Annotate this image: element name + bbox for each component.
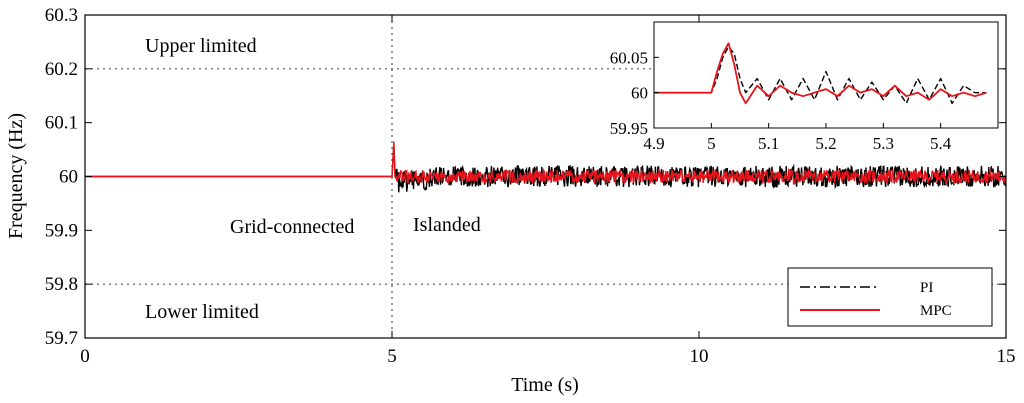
main-ticks: 0 5 10 15 59.7 59.8 59.9 60 60.1 60.2 60.3 [45,5,1016,367]
inset-series-line-mpc [654,42,987,105]
inset-x-tick-label: 5.3 [873,134,894,153]
x-axis-label: Time (s) [511,374,579,396]
y-tick-label: 59.9 [45,220,78,241]
inset-y-tick-label: 60.05 [610,48,648,67]
y-axis-label: Frequency (Hz) [5,113,27,239]
legend: PI MPC [787,267,993,327]
inset-y-tick-label: 60 [631,84,648,103]
inset-y-tick-label: 59.95 [610,119,648,138]
islanded-annotation: Islanded [413,214,481,236]
y-tick-label: 60.3 [45,5,78,26]
lower-limited-annotation: Lower limited [145,301,259,323]
y-tick-label: 59.8 [45,274,78,295]
legend-mpc-label: MPC [920,303,952,319]
grid-connected-annotation: Grid-connected [230,216,354,238]
legend-pi-label: PI [920,280,933,296]
main-series-layer [85,141,1006,193]
upper-limited-annotation: Upper limited [145,35,257,57]
x-tick-label: 0 [80,346,90,367]
inset-x-tick-label: 4.9 [643,134,664,153]
y-tick-label: 60.1 [45,113,78,134]
y-tick-label: 59.7 [45,328,78,349]
x-tick-label: 15 [997,346,1016,367]
legend-box [787,267,993,327]
series-line-mpc [85,141,1006,186]
inset-plot: 4.9 5 5.1 5.2 5.3 5.4 59.95 60 60.05 [610,21,999,153]
inset-x-tick-label: 5.1 [758,134,779,153]
x-tick-label: 5 [387,346,397,367]
inset-background [654,22,998,128]
inset-ticks: 4.9 5 5.1 5.2 5.3 5.4 59.95 60 60.05 [610,48,952,153]
inset-x-tick-label: 5 [707,134,716,153]
series-line-pi [85,144,1006,193]
inset-series-line-pi [654,46,987,104]
y-tick-label: 60 [59,167,78,188]
inset-x-tick-label: 5.4 [930,134,952,153]
main-plot-area [85,15,1006,338]
x-tick-label: 10 [690,346,709,367]
inset-series-layer [654,42,987,105]
inset-x-tick-label: 5.2 [815,134,836,153]
y-tick-label: 60.2 [45,59,78,80]
